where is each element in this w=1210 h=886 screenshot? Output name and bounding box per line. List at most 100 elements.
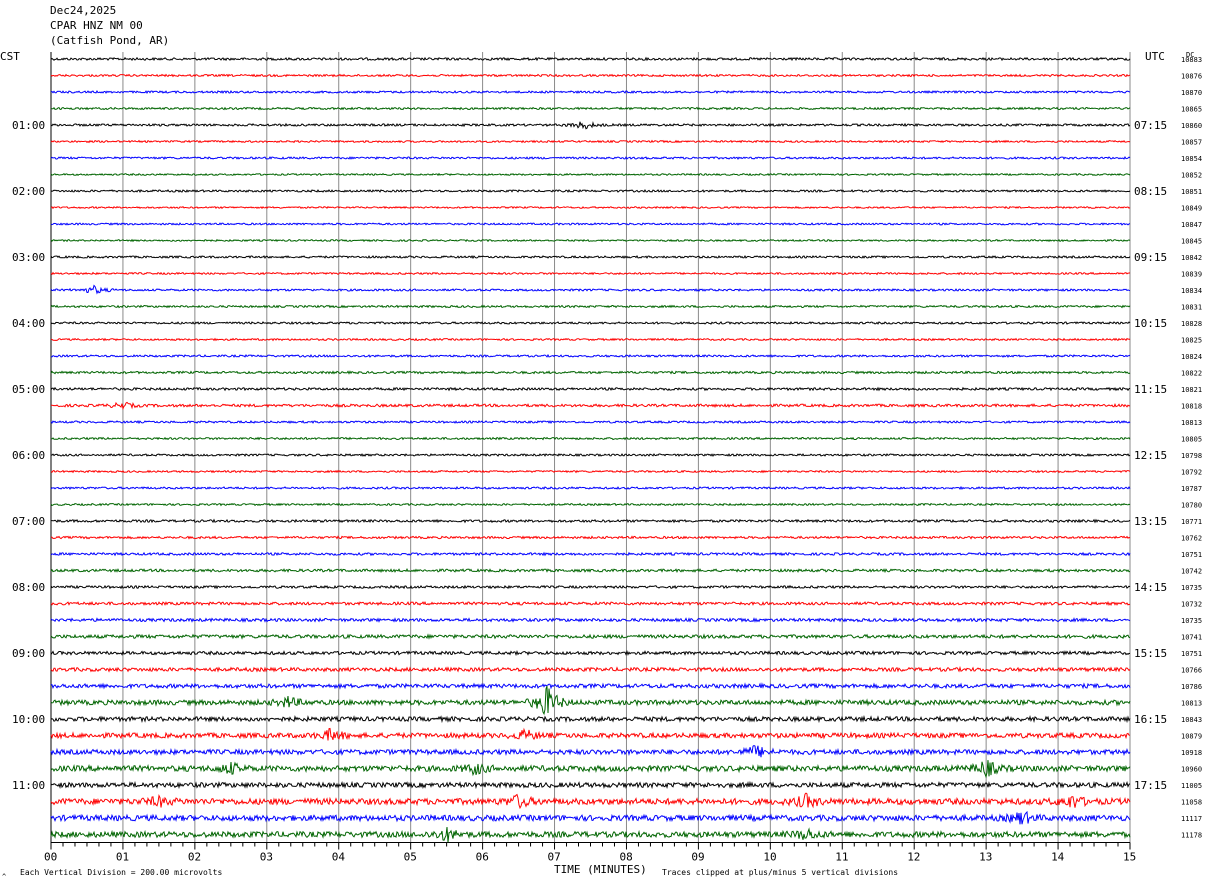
header-station: CPAR HNZ NM 00 — [50, 19, 143, 32]
trace-row-5 — [50, 139, 1131, 144]
utc-hour-label: 11:15 — [1134, 383, 1167, 396]
dc-offset-label: 10780 — [1181, 502, 1202, 510]
x-tick-label: 14 — [1051, 851, 1065, 864]
trace-row-23 — [51, 436, 1131, 441]
utc-hour-label: 10:15 — [1134, 317, 1167, 330]
chart-labels: 00 01 02 03 04 05 06 07 08 09 10 11 12 13 14 15 10883 108… — [12, 56, 1202, 864]
dc-offset-label: 10787 — [1181, 485, 1202, 493]
trace-row-3 — [51, 106, 1131, 111]
dc-offset-label: 10805 — [1181, 436, 1202, 444]
x-tick-label: 02 — [188, 851, 201, 864]
trace-row-33 — [50, 600, 1131, 607]
dc-offset-label: 11058 — [1181, 799, 1202, 807]
cst-hour-label: 04:00 — [12, 317, 45, 330]
dc-offset-label: 11005 — [1181, 782, 1202, 790]
trace-row-18 — [50, 353, 1131, 359]
dc-offset-label: 10762 — [1181, 535, 1202, 543]
dc-offset-label: 10735 — [1181, 584, 1202, 592]
trace-row-38 — [50, 682, 1131, 690]
x-tick-label: 07 — [548, 851, 561, 864]
x-tick-label: 12 — [907, 851, 920, 864]
dc-offset-label: 10839 — [1181, 271, 1202, 279]
utc-hour-label: 16:15 — [1134, 713, 1167, 726]
dc-offset-label: 10834 — [1181, 287, 1202, 295]
utc-hour-label: 13:15 — [1134, 515, 1167, 528]
trace-row-7 — [50, 172, 1131, 177]
dc-offset-label: 10876 — [1181, 73, 1202, 81]
x-tick-label: 01 — [116, 851, 129, 864]
utc-hour-label: 17:15 — [1134, 779, 1167, 792]
trace-row-16 — [50, 320, 1131, 325]
trace-row-8 — [50, 188, 1131, 193]
trace-row-30 — [50, 551, 1131, 557]
cst-hour-label: 03:00 — [12, 251, 45, 264]
dc-offset-label: 10825 — [1181, 337, 1202, 345]
trace-row-27 — [50, 502, 1131, 507]
minute-gridlines — [50, 52, 1131, 850]
dc-offset-label: 10849 — [1181, 205, 1202, 213]
seismic-traces — [50, 56, 1131, 843]
trace-row-44 — [50, 780, 1131, 790]
trace-row-12 — [50, 254, 1131, 260]
dc-offset-label: 10847 — [1181, 221, 1202, 229]
trace-row-32 — [50, 584, 1131, 590]
trace-row-19 — [50, 370, 1131, 375]
trace-row-31 — [50, 567, 1131, 574]
trace-row-17 — [50, 337, 1131, 342]
header-location: (Catfish Pond, AR) — [50, 34, 170, 47]
dc-column-label: DC — [1186, 51, 1194, 59]
x-tick-label: 11 — [835, 851, 848, 864]
trace-row-21 — [51, 401, 1131, 411]
dc-offset-label: 10732 — [1181, 601, 1202, 609]
dc-offset-label: 11178 — [1181, 832, 1202, 840]
x-axis-label: TIME (MINUTES) — [554, 863, 647, 876]
x-tick-label: 09 — [691, 851, 704, 864]
cst-hour-label: 07:00 — [12, 515, 45, 528]
trace-row-24 — [50, 453, 1131, 458]
dc-offset-label: 10786 — [1181, 683, 1202, 691]
dc-offset-label: 10831 — [1181, 304, 1202, 312]
dc-offset-label: 10845 — [1181, 238, 1202, 246]
dc-offset-label: 10857 — [1181, 139, 1202, 147]
dc-offset-label: 10852 — [1181, 172, 1202, 180]
dc-offset-label: 10870 — [1181, 89, 1202, 97]
cst-hour-label: 08:00 — [12, 581, 45, 594]
x-tick-label: 00 — [44, 851, 57, 864]
x-tick-label: 15 — [1123, 851, 1136, 864]
trace-row-20 — [50, 386, 1131, 392]
dc-offset-label: 10751 — [1181, 650, 1202, 658]
division-note: Each Vertical Division = 200.00 microvol… — [20, 868, 222, 877]
trace-row-45 — [50, 792, 1131, 810]
x-tick-label: 13 — [979, 851, 992, 864]
trace-row-34 — [50, 617, 1131, 623]
x-tick-label: 08 — [619, 851, 632, 864]
trace-row-1 — [50, 73, 1131, 78]
utc-hour-label: 14:15 — [1134, 581, 1167, 594]
dc-offset-label: 10854 — [1181, 155, 1202, 163]
dc-offset-label: 10735 — [1181, 617, 1202, 625]
dc-offset-label: 10865 — [1181, 106, 1202, 114]
cst-hour-label: 01:00 — [12, 119, 45, 132]
dc-offset-label: 10813 — [1181, 700, 1202, 708]
header-date: Dec24,2025 — [50, 4, 117, 17]
trace-row-2 — [50, 89, 1131, 95]
dc-offset-label: 10818 — [1181, 403, 1202, 411]
trace-row-29 — [50, 535, 1131, 540]
utc-hour-label: 12:15 — [1134, 449, 1167, 462]
dc-offset-label: 10824 — [1181, 353, 1202, 361]
dc-offset-label: 10842 — [1181, 254, 1202, 262]
left-timezone-label: CST — [0, 50, 20, 63]
trace-row-4 — [50, 121, 1131, 130]
dc-offset-label: 10751 — [1181, 551, 1202, 559]
footer-mark: ^ — [2, 873, 6, 881]
utc-hour-label: 08:15 — [1134, 185, 1167, 198]
dc-offset-label: 10843 — [1181, 716, 1202, 724]
trace-row-46 — [50, 810, 1131, 825]
cst-hour-label: 06:00 — [12, 449, 45, 462]
trace-row-43 — [50, 760, 1131, 779]
dc-offset-label: 10883 — [1181, 56, 1202, 64]
cst-hour-label: 10:00 — [12, 713, 45, 726]
clip-note: Traces clipped at plus/minus 5 vertical … — [662, 868, 898, 877]
trace-row-35 — [50, 633, 1131, 640]
